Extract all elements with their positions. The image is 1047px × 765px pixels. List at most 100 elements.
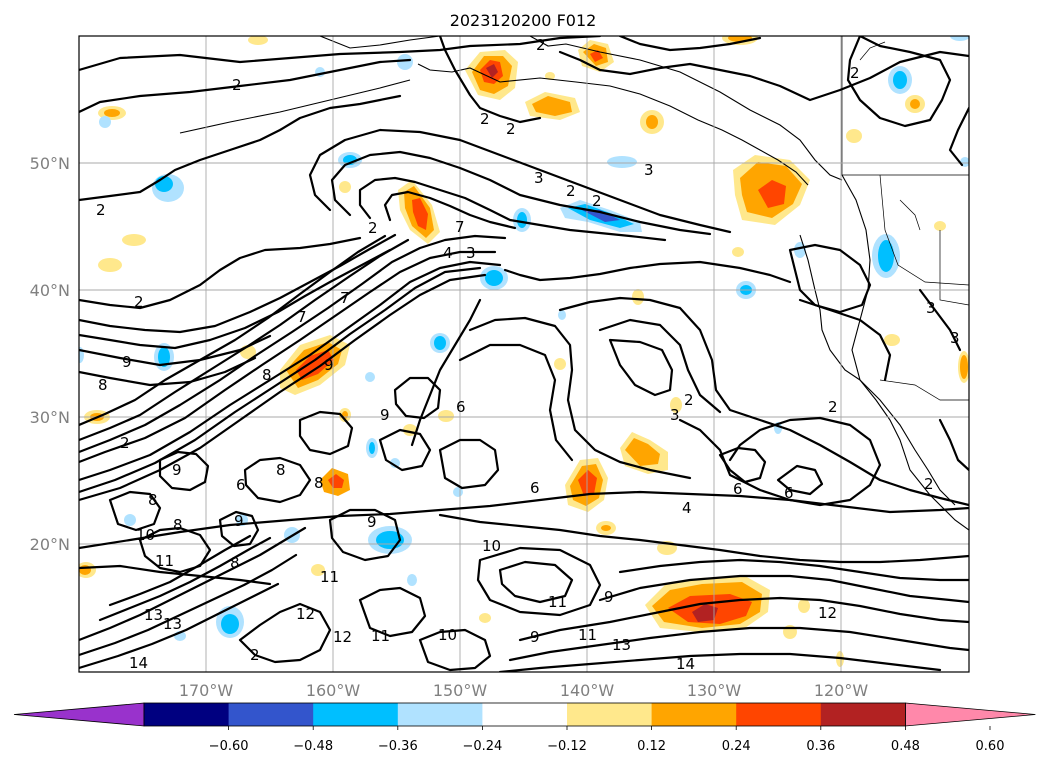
contour-label: 6 [236, 476, 246, 494]
contour-label: 2 [232, 76, 242, 94]
contour-labels: 2 2 2 2 3 2 2 3 2 2 2 7 4 3 2 7 9 8 7 8 … [96, 36, 960, 673]
contour-label: 9 [380, 406, 390, 424]
colorbar-segment [482, 703, 568, 726]
contour-label: 2 [684, 391, 694, 409]
contour-label: 8 [314, 474, 324, 492]
contour-label: 6 [530, 479, 540, 497]
colorbar-tick-label: 0.12 [637, 739, 666, 754]
colorbar-tick-label: 0.36 [806, 739, 835, 754]
contour-label: 8 [276, 461, 286, 479]
lon-label-150w: 150°W [433, 681, 488, 700]
contour-label: 13 [163, 615, 182, 633]
contour-label: 2 [536, 36, 546, 54]
positive-anomaly-blob [565, 458, 608, 512]
contour-label: 10 [482, 537, 501, 555]
gridlines [79, 36, 969, 672]
map-frame [78, 35, 970, 673]
contour-label: 3 [950, 329, 960, 347]
colorbar-tick-label: 0.24 [722, 739, 751, 754]
contour-label: 6 [784, 484, 794, 502]
contour-label: 4 [682, 499, 692, 517]
contour-label: 2 [592, 192, 602, 210]
contour-label: 6 [733, 480, 743, 498]
positive-anomaly-blob [328, 474, 344, 488]
positive-anomaly-blob [733, 155, 810, 225]
contour-label: 11 [155, 552, 174, 570]
contour-label: 11 [320, 568, 339, 586]
colorbar-segment [144, 703, 230, 726]
contour-label: 2 [924, 475, 934, 493]
contour-label: 2 [96, 201, 106, 219]
shaded-field [79, 36, 969, 667]
contour-label: 9 [367, 513, 377, 531]
longitude-labels: 170°W 160°W 150°W 140°W 130°W 120°W [179, 681, 869, 700]
contour-label: 8 [262, 366, 272, 384]
contour-label: 2 [134, 293, 144, 311]
contour-label: 10 [438, 626, 457, 644]
contour-label: 2 [828, 398, 838, 416]
colorbar-segment [651, 703, 737, 726]
contour-label: 3 [466, 244, 476, 262]
positive-anomaly-blob [465, 50, 518, 100]
contour-label: 12 [296, 605, 315, 623]
contour-label: 11 [371, 627, 390, 645]
map-content: 2 2 2 2 3 2 2 3 2 2 2 7 4 3 2 7 9 8 7 8 … [79, 36, 969, 673]
contour-label: 2 [250, 646, 260, 664]
lat-label-40n: 40°N [30, 281, 70, 300]
contour-label: 3 [644, 161, 654, 179]
lon-label-130w: 130°W [687, 681, 742, 700]
colorbar-segment [736, 703, 822, 726]
colorbar-tick-label: −0.36 [378, 739, 418, 754]
colorbar-tick-label: −0.60 [209, 739, 249, 754]
positive-anomaly-blob [532, 96, 572, 116]
contour-label: 3 [534, 169, 544, 187]
contour-label: 11 [548, 593, 567, 611]
colorbar-segment [820, 703, 906, 726]
contour-label: 9 [324, 356, 334, 374]
contour-label: 14 [676, 655, 695, 673]
contour-label: 13 [144, 606, 163, 624]
colorbar-extend-max [905, 702, 1036, 727]
lon-label-120w: 120°W [814, 681, 869, 700]
lon-label-170w: 170°W [179, 681, 234, 700]
colorbar-tick-label: −0.24 [462, 739, 502, 754]
contour-label: 9 [234, 512, 244, 530]
contour-label: 7 [340, 289, 350, 307]
contour-label: 9 [604, 588, 614, 606]
contour-label: 7 [297, 308, 307, 326]
contour-label: 9 [530, 628, 540, 646]
colorbar-segment [313, 703, 399, 726]
contour-label: 2 [120, 434, 130, 452]
lat-label-50n: 50°N [30, 154, 70, 173]
contour-label: 12 [818, 604, 837, 622]
colorbar-tick-label: 0.48 [891, 739, 920, 754]
contour-label: 8 [173, 516, 183, 534]
contour-label: 2 [850, 64, 860, 82]
contour-label: 10 [136, 526, 155, 544]
contour-label: 4 [443, 244, 453, 262]
colorbar-tick-label: 0.60 [976, 739, 1005, 754]
contour-label: 14 [129, 654, 148, 672]
positive-anomaly-blob [398, 180, 440, 244]
contour-label: 7 [455, 218, 465, 236]
contour-label: 3 [926, 299, 936, 317]
contour-label: 8 [98, 376, 108, 394]
lon-label-160w: 160°W [306, 681, 361, 700]
contour-label: 12 [333, 628, 352, 646]
latitude-labels: 50°N 40°N 30°N 20°N [30, 154, 70, 554]
colorbar-extend-min [13, 702, 145, 727]
contour-label: 2 [368, 219, 378, 237]
colorbar-tick-label: −0.48 [293, 739, 333, 754]
colorbar-segment [228, 703, 314, 726]
contour-label: 13 [612, 636, 631, 654]
contour-label: 9 [172, 461, 182, 479]
colorbar: −0.60 −0.48 −0.36 −0.24 −0.12 0.12 0.24 0.36 0.4… [13, 702, 1036, 754]
contour-label: 9 [122, 353, 132, 371]
contour-label: 2 [480, 110, 490, 128]
contour-label: 3 [670, 406, 680, 424]
colorbar-tick-label: −0.12 [547, 739, 587, 754]
contour-label: 2 [566, 182, 576, 200]
colorbar-segment [397, 703, 483, 726]
colorbar-frame [143, 702, 906, 727]
